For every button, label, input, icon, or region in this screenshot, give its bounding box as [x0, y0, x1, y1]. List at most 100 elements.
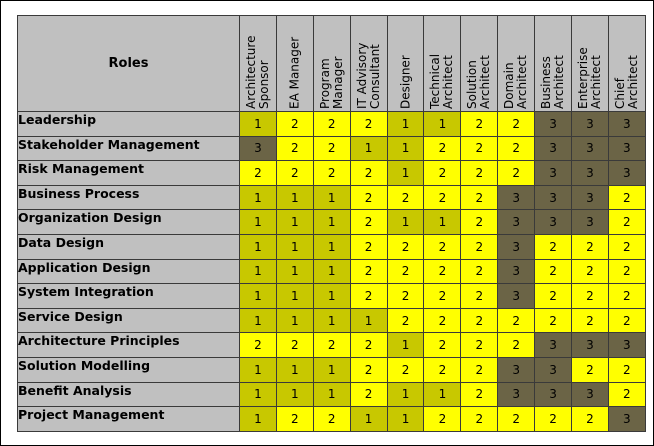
table-row: Benefit Analysis 1 1 1 2 1 1 2 3 3 3 2	[17, 381, 646, 408]
level-cell: 1	[275, 258, 314, 285]
level-cell: 1	[239, 258, 277, 285]
level-cell: 2	[423, 356, 462, 383]
level-cell: 1	[275, 307, 314, 334]
level-cell: 2	[460, 135, 499, 162]
level-cell: 2	[312, 332, 351, 358]
row-label: Business Process	[17, 184, 240, 211]
level-cell: 3	[534, 209, 573, 235]
table-row: Project Management 1 2 2 1 1 2 2 2 2 2 3	[17, 406, 646, 432]
level-cell: 1	[275, 283, 314, 309]
level-cell: 3	[497, 381, 536, 408]
column-header-label: Domain Architect	[502, 54, 530, 109]
column-header-label: Business Architect	[539, 54, 567, 109]
column-header: Designer	[386, 15, 425, 112]
level-cell: 3	[607, 406, 646, 432]
level-cell: 2	[386, 283, 425, 309]
level-cell: 3	[571, 160, 609, 186]
level-cell: 2	[571, 258, 609, 285]
table-row: Service Design 1 1 1 1 2 2 2 2 2 2 2	[17, 307, 646, 334]
level-cell: 1	[423, 209, 462, 235]
column-header-label: Enterprise Architect	[575, 46, 603, 109]
level-cell: 3	[497, 258, 536, 285]
level-cell: 1	[386, 135, 425, 162]
column-header-label: Chief Architect	[612, 54, 640, 109]
level-cell: 2	[349, 111, 388, 137]
level-cell: 2	[460, 233, 499, 260]
table-row: Leadership 1 2 2 2 1 1 2 2 3 3 3	[17, 111, 646, 137]
level-cell: 2	[460, 160, 499, 186]
level-cell: 2	[239, 332, 277, 358]
level-cell: 2	[423, 307, 462, 334]
level-cell: 2	[312, 160, 351, 186]
level-cell: 2	[460, 332, 499, 358]
level-cell: 3	[571, 209, 609, 235]
level-cell: 2	[312, 135, 351, 162]
level-cell: 2	[460, 356, 499, 383]
level-cell: 3	[607, 332, 646, 358]
row-label: Risk Management	[17, 160, 240, 186]
level-cell: 2	[497, 332, 536, 358]
roles-header: Roles	[17, 15, 240, 112]
level-cell: 2	[460, 184, 499, 211]
level-cell: 2	[460, 111, 499, 137]
level-cell: 1	[386, 209, 425, 235]
level-cell: 1	[386, 381, 425, 408]
level-cell: 2	[423, 283, 462, 309]
level-cell: 3	[534, 135, 573, 162]
level-cell: 2	[607, 209, 646, 235]
level-cell: 2	[349, 209, 388, 235]
level-cell: 1	[312, 356, 351, 383]
level-cell: 3	[534, 332, 573, 358]
level-cell: 2	[497, 160, 536, 186]
level-cell: 2	[275, 135, 314, 162]
level-cell: 1	[423, 381, 462, 408]
level-cell: 1	[312, 209, 351, 235]
level-cell: 2	[460, 258, 499, 285]
level-cell: 2	[571, 233, 609, 260]
table-row: Organization Design 1 1 1 2 1 1 2 3 3 3 2	[17, 209, 646, 235]
column-header: Technical Architect	[423, 15, 462, 112]
row-label: Organization Design	[17, 209, 240, 235]
level-cell: 3	[607, 160, 646, 186]
level-cell: 1	[239, 307, 277, 334]
level-cell: 2	[386, 307, 425, 334]
level-cell: 1	[312, 233, 351, 260]
row-label: Stakeholder Management	[17, 135, 240, 162]
level-cell: 3	[534, 356, 573, 383]
row-label: Solution Modelling	[17, 356, 240, 383]
row-label: System Integration	[17, 283, 240, 309]
level-cell: 2	[607, 356, 646, 383]
level-cell: 3	[534, 160, 573, 186]
level-cell: 2	[386, 356, 425, 383]
table-row: Application Design 1 1 1 2 2 2 2 3 2 2 2	[17, 258, 646, 285]
column-header: Domain Architect	[497, 15, 536, 112]
level-cell: 1	[386, 160, 425, 186]
level-cell: 2	[497, 307, 536, 334]
row-label: Data Design	[17, 233, 240, 260]
level-cell: 1	[312, 381, 351, 408]
level-cell: 2	[275, 111, 314, 137]
row-label: Benefit Analysis	[17, 381, 240, 408]
level-cell: 3	[497, 209, 536, 235]
level-cell: 2	[386, 184, 425, 211]
level-cell: 2	[349, 160, 388, 186]
table-row: Business Process 1 1 1 2 2 2 2 3 3 3 2	[17, 184, 646, 211]
table-row: Stakeholder Management 3 2 2 1 1 2 2 2 3 3 3	[17, 135, 646, 162]
level-cell: 2	[349, 184, 388, 211]
matrix-body: Leadership 1 2 2 2 1 1 2 2 3 3 3 Stakeholder Managem…	[17, 111, 646, 432]
level-cell: 2	[312, 406, 351, 432]
level-cell: 1	[312, 307, 351, 334]
level-cell: 1	[312, 258, 351, 285]
level-cell: 2	[571, 406, 609, 432]
level-cell: 2	[607, 283, 646, 309]
column-header-label: Solution Architect	[465, 54, 493, 109]
level-cell: 1	[349, 307, 388, 334]
column-header-label: Architecture Sponsor	[243, 35, 271, 109]
level-cell: 2	[349, 356, 388, 383]
level-cell: 3	[571, 184, 609, 211]
column-header: Architecture Sponsor	[239, 15, 277, 112]
level-cell: 3	[534, 381, 573, 408]
level-cell: 1	[349, 135, 388, 162]
level-cell: 1	[386, 406, 425, 432]
